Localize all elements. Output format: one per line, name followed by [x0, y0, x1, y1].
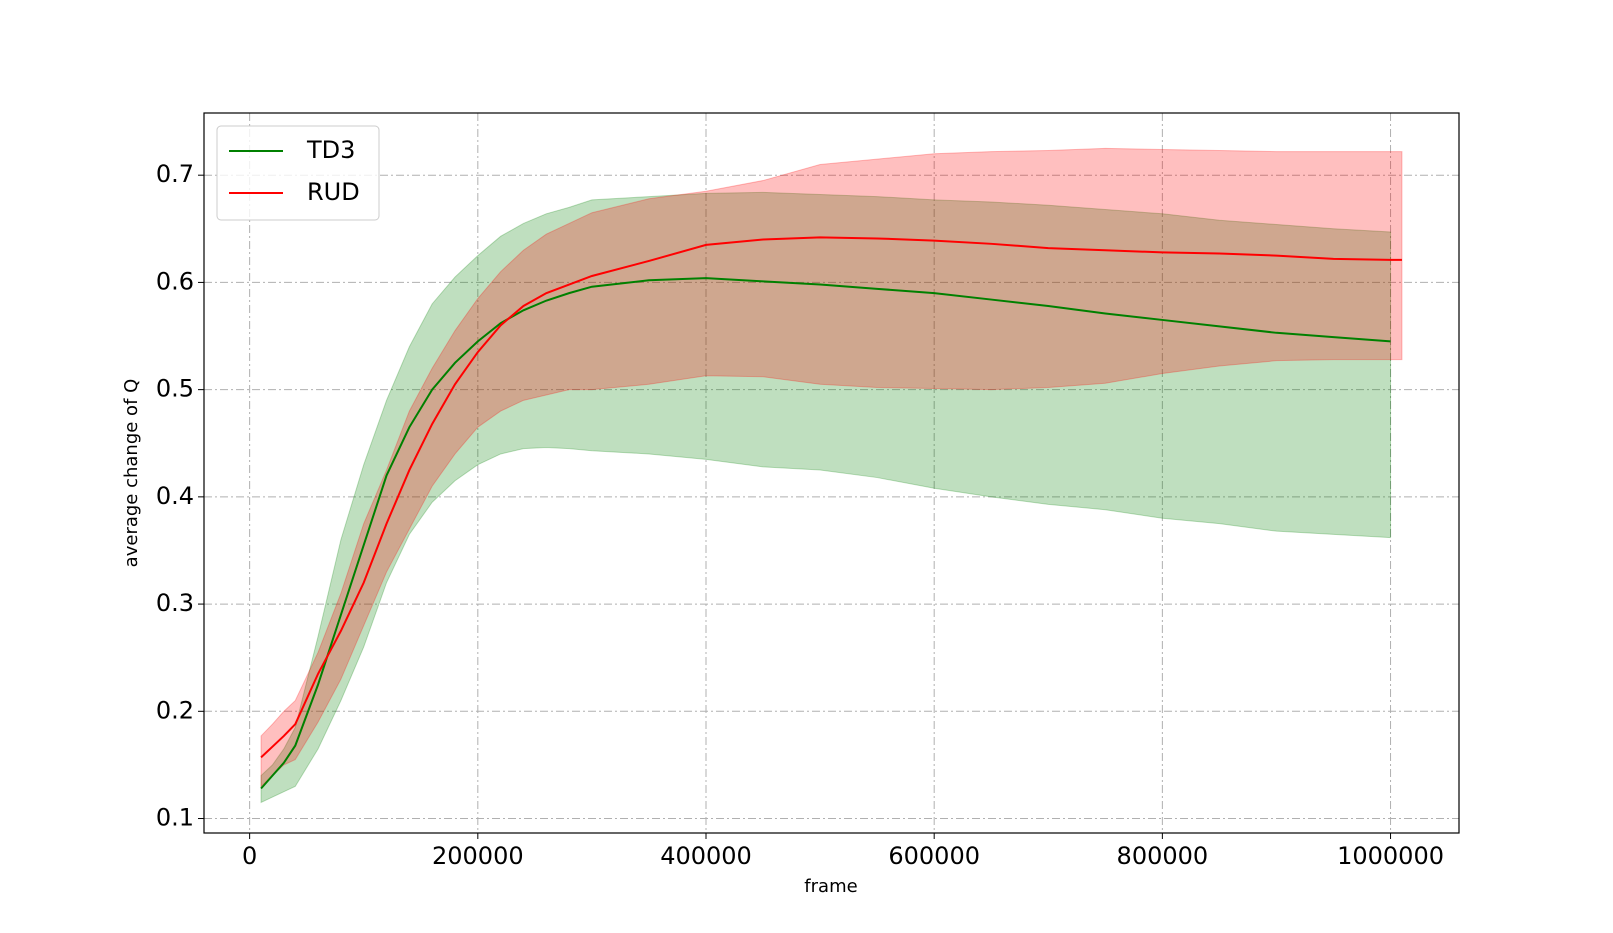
- y-axis-label: average change of Q: [121, 379, 142, 568]
- x-axis-label: frame: [804, 876, 857, 897]
- y-tick-label: 0.7: [156, 160, 194, 188]
- legend-label: RUD: [307, 178, 360, 206]
- plot-frame: [203, 112, 1460, 834]
- line: [260, 236, 1402, 759]
- line: [260, 277, 1391, 790]
- x-tick-label: 600000: [888, 842, 980, 870]
- x-tick-label: 200000: [432, 842, 524, 870]
- confidence-band: [260, 147, 1403, 788]
- confidence-band: [260, 191, 1392, 804]
- x-tick-label: 0: [242, 842, 257, 870]
- y-tick-label: 0.5: [156, 375, 194, 403]
- x-tick-label: 400000: [660, 842, 752, 870]
- legend-box: [216, 125, 380, 221]
- y-tick-label: 0.6: [156, 267, 194, 295]
- y-tick-label: 0.4: [156, 482, 194, 510]
- y-tick-label: 0.1: [156, 804, 194, 832]
- x-tick-label: 1000000: [1337, 842, 1444, 870]
- y-tick-label: 0.2: [156, 696, 194, 724]
- y-tick-label: 0.3: [156, 589, 194, 617]
- legend-label: TD3: [306, 136, 355, 164]
- x-tick-label: 800000: [1117, 842, 1209, 870]
